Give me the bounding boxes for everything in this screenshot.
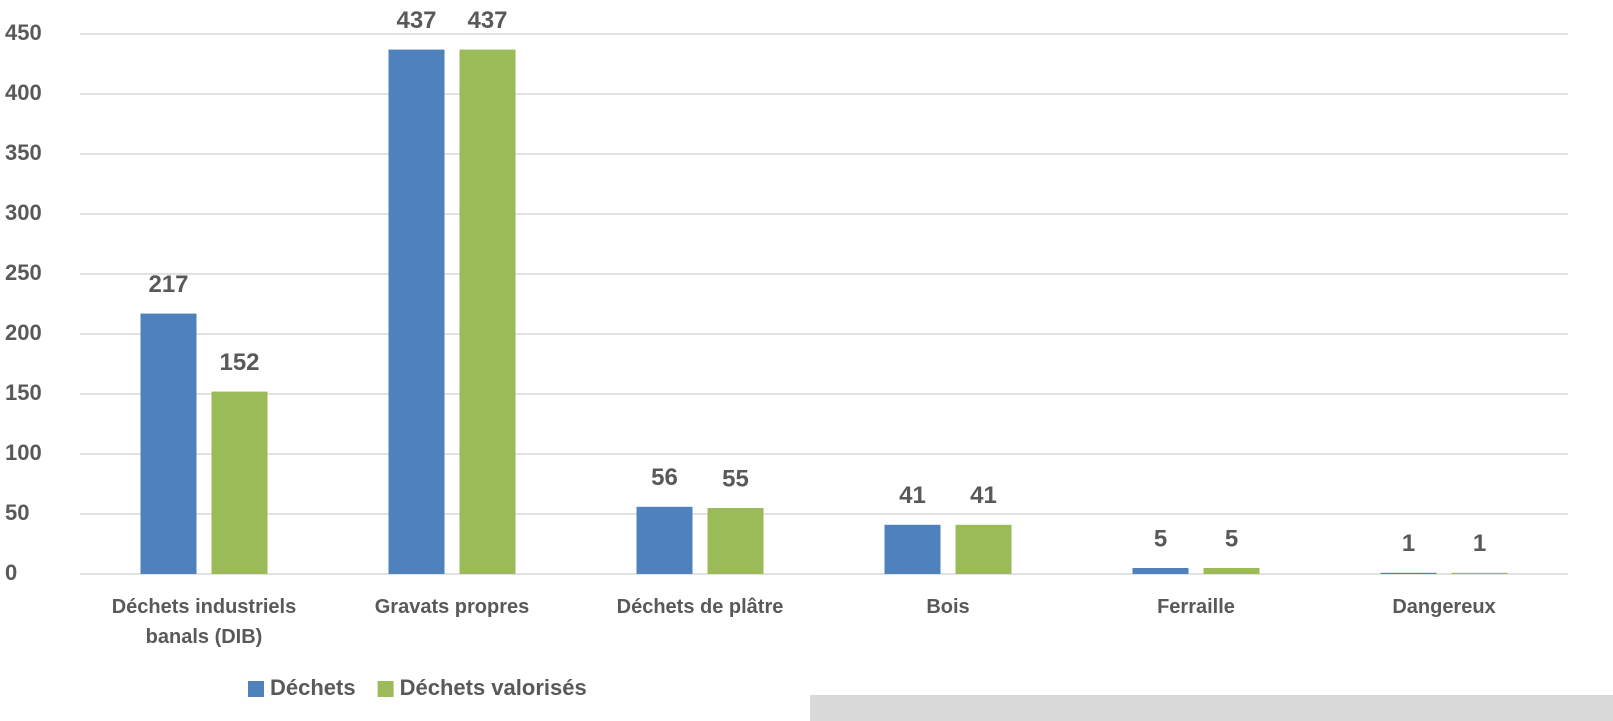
y-tick-label: 50 <box>5 500 29 525</box>
bar <box>459 49 516 575</box>
y-tick-label: 450 <box>5 20 42 45</box>
bar <box>636 506 693 574</box>
bar <box>211 391 268 574</box>
data-label: 437 <box>396 7 436 34</box>
bar <box>140 313 197 574</box>
y-tick-label: 400 <box>5 80 42 105</box>
bar <box>1203 568 1260 574</box>
x-tick-label: Ferraille <box>1157 596 1235 618</box>
legend-label: Déchets valorisés <box>400 675 587 700</box>
bar <box>1132 568 1189 574</box>
x-tick-label: Dangereux <box>1392 596 1496 618</box>
y-tick-label: 0 <box>5 560 17 585</box>
legend-label: Déchets <box>270 675 356 700</box>
bar <box>955 524 1012 574</box>
data-label: 1 <box>1473 530 1486 557</box>
data-label: 56 <box>651 464 678 491</box>
y-tick-label: 300 <box>5 200 42 225</box>
x-tick-label: Gravats propres <box>374 596 530 618</box>
data-label: 152 <box>219 349 259 376</box>
y-tick-label: 150 <box>5 380 42 405</box>
data-label: 217 <box>148 271 188 298</box>
x-tick-label: Bois <box>926 596 970 618</box>
bar <box>388 49 445 575</box>
bar <box>884 524 941 574</box>
y-tick-label: 350 <box>5 140 42 165</box>
data-label: 41 <box>899 482 926 509</box>
photo-strip <box>810 695 1613 721</box>
x-tick-label: Déchets industriels banals (DIB) <box>111 596 297 648</box>
y-tick-label: 100 <box>5 440 42 465</box>
data-label: 1 <box>1402 530 1415 557</box>
data-label: 41 <box>970 482 997 509</box>
legend-swatch <box>248 681 264 697</box>
data-label: 5 <box>1225 525 1238 552</box>
legend-swatch <box>377 681 394 697</box>
bar <box>1451 572 1508 574</box>
y-tick-label: 250 <box>5 260 42 285</box>
data-label: 437 <box>467 7 507 34</box>
data-label: 5 <box>1154 525 1167 552</box>
bar <box>1380 572 1437 574</box>
data-label: 55 <box>722 465 749 492</box>
y-tick-label: 200 <box>5 320 42 345</box>
bar <box>707 508 764 574</box>
x-tick-label: Déchets de plâtre <box>616 596 784 618</box>
